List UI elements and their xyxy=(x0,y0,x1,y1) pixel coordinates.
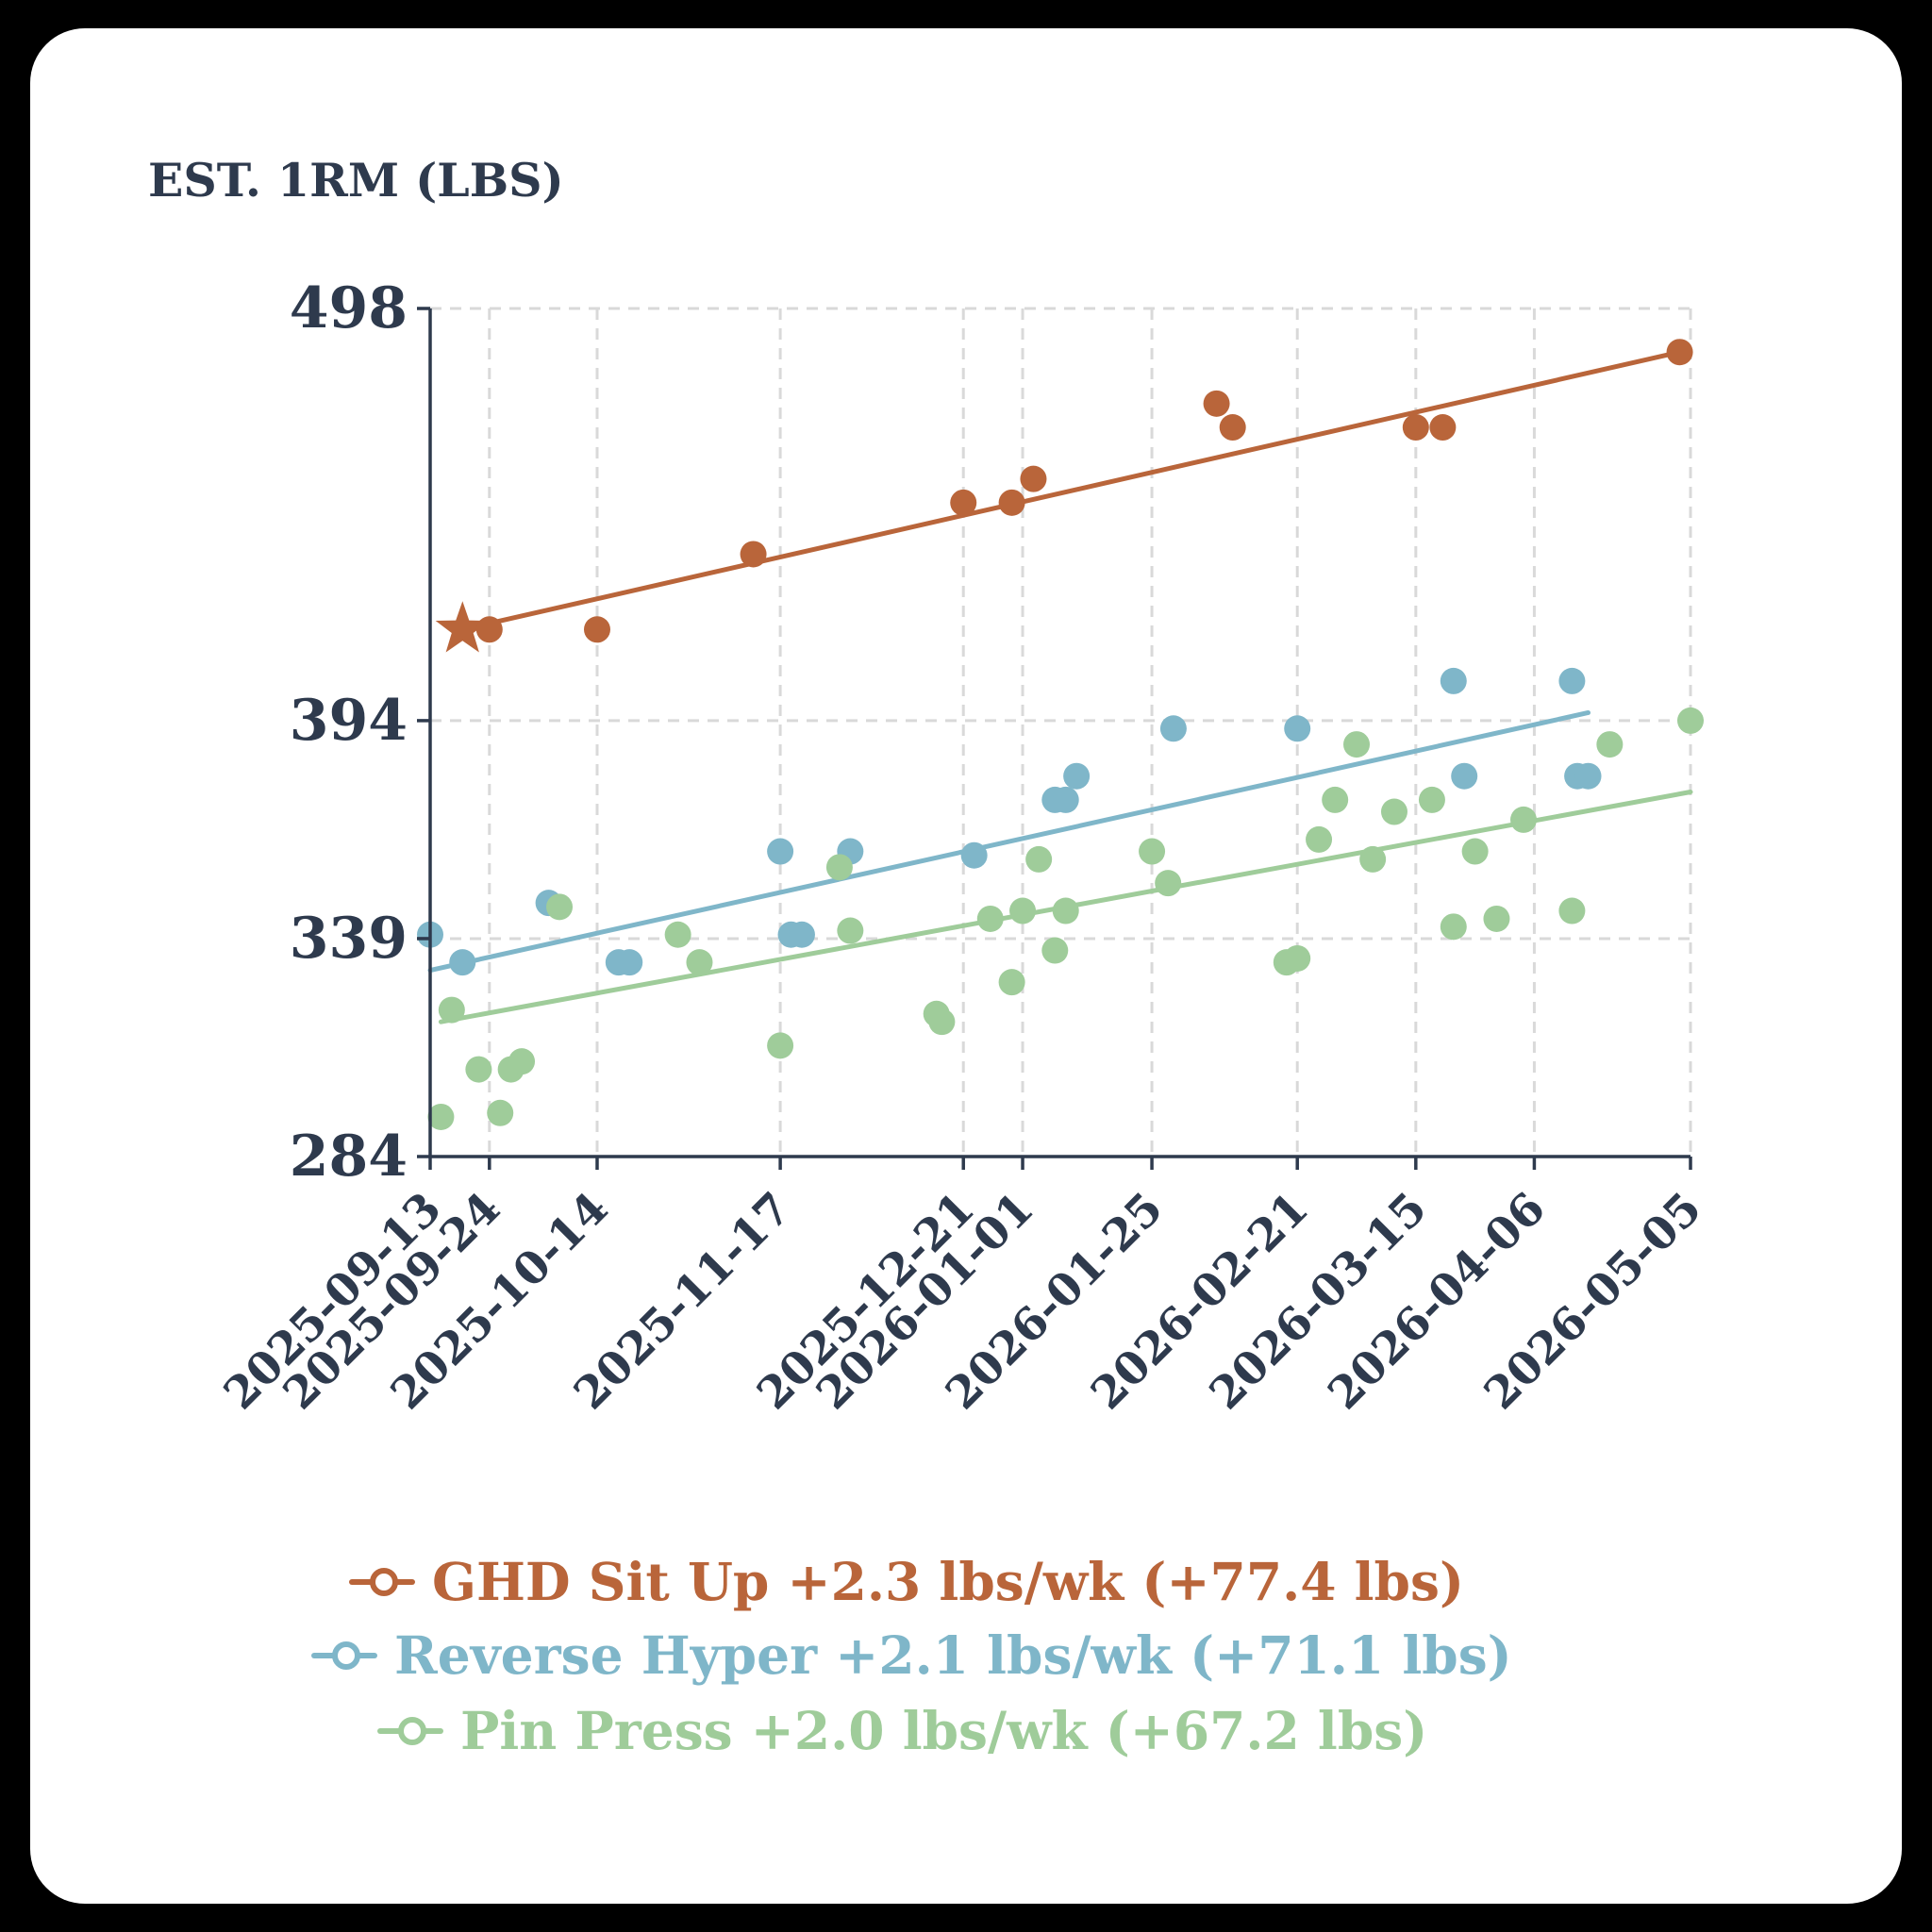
data-point xyxy=(1052,786,1079,813)
data-point xyxy=(1574,762,1602,790)
data-point xyxy=(664,921,691,948)
data-point xyxy=(487,1099,514,1126)
legend-label: GHD Sit Up +2.3 lbs/wk (+77.4 lbs) xyxy=(432,1551,1464,1612)
chart-card xyxy=(30,28,1902,1904)
data-point xyxy=(1483,905,1510,932)
trend-line xyxy=(459,349,1683,632)
data-point xyxy=(998,969,1025,996)
data-point xyxy=(1063,762,1091,790)
data-point xyxy=(1025,845,1053,873)
data-point xyxy=(998,489,1025,516)
data-point xyxy=(928,1008,956,1036)
data-point xyxy=(950,489,977,516)
data-point xyxy=(767,1032,794,1059)
data-point xyxy=(1418,786,1445,813)
axes xyxy=(417,307,1692,1170)
data-point xyxy=(1322,786,1349,813)
data-point xyxy=(740,541,767,568)
data-point xyxy=(1009,897,1037,924)
data-point xyxy=(438,996,465,1024)
legend-marker xyxy=(398,1717,426,1745)
data-point xyxy=(1139,838,1166,865)
y-tick-label: 498 xyxy=(290,275,408,341)
data-point xyxy=(788,921,815,948)
data-point xyxy=(1284,715,1311,742)
data-point xyxy=(508,1048,536,1075)
data-point xyxy=(1380,798,1407,825)
data-point xyxy=(1451,762,1478,790)
data-point xyxy=(825,854,853,881)
data-point xyxy=(546,893,574,921)
data-point xyxy=(1155,870,1182,897)
legend-label: Pin Press +2.0 lbs/wk (+67.2 lbs) xyxy=(460,1700,1427,1761)
data-point xyxy=(583,616,610,643)
data-point xyxy=(1203,390,1230,417)
data-point xyxy=(1558,897,1586,924)
data-point xyxy=(1284,944,1311,972)
legend-label: Reverse Hyper +2.1 lbs/wk (+71.1 lbs) xyxy=(394,1624,1512,1686)
data-points xyxy=(417,339,1704,1130)
trend-line xyxy=(427,709,1591,974)
data-point xyxy=(767,838,794,865)
data-point xyxy=(1677,707,1704,734)
data-point xyxy=(475,616,503,643)
data-point xyxy=(1159,715,1187,742)
data-point xyxy=(1510,806,1538,833)
data-point xyxy=(1359,845,1387,873)
data-point xyxy=(1461,838,1489,865)
data-point xyxy=(1440,667,1467,694)
data-point xyxy=(686,949,713,976)
data-point xyxy=(1558,667,1586,694)
x-tick-labels: 2025-09-132025-09-242025-10-142025-11-17… xyxy=(214,1183,1711,1420)
data-point xyxy=(1402,414,1429,441)
data-point xyxy=(427,1103,455,1130)
legend: GHD Sit Up +2.3 lbs/wk (+77.4 lbs) Revers… xyxy=(311,1551,1512,1761)
y-tick-label: 284 xyxy=(290,1124,408,1190)
data-point xyxy=(1052,897,1079,924)
y-tick-labels: 284 339 394 498 xyxy=(290,275,408,1190)
data-point xyxy=(1596,731,1624,758)
data-point xyxy=(1666,339,1693,366)
data-point xyxy=(837,917,864,944)
data-point xyxy=(1041,937,1069,964)
data-point xyxy=(449,949,476,976)
data-point xyxy=(976,905,1004,932)
y-tick-label: 394 xyxy=(290,688,408,754)
data-point xyxy=(1440,913,1467,941)
star-marker xyxy=(435,601,490,653)
y-tick-label: 339 xyxy=(290,906,408,972)
data-point xyxy=(1020,465,1047,492)
data-point xyxy=(960,841,988,869)
data-point xyxy=(1219,414,1246,441)
data-point xyxy=(465,1056,492,1083)
data-point xyxy=(1306,825,1333,853)
data-point xyxy=(616,949,643,976)
legend-marker xyxy=(370,1568,398,1596)
data-point xyxy=(1429,414,1457,441)
legend-marker xyxy=(332,1641,360,1670)
y-axis-label: EST. 1RM (LBS) xyxy=(148,153,564,208)
data-point xyxy=(1343,731,1371,758)
